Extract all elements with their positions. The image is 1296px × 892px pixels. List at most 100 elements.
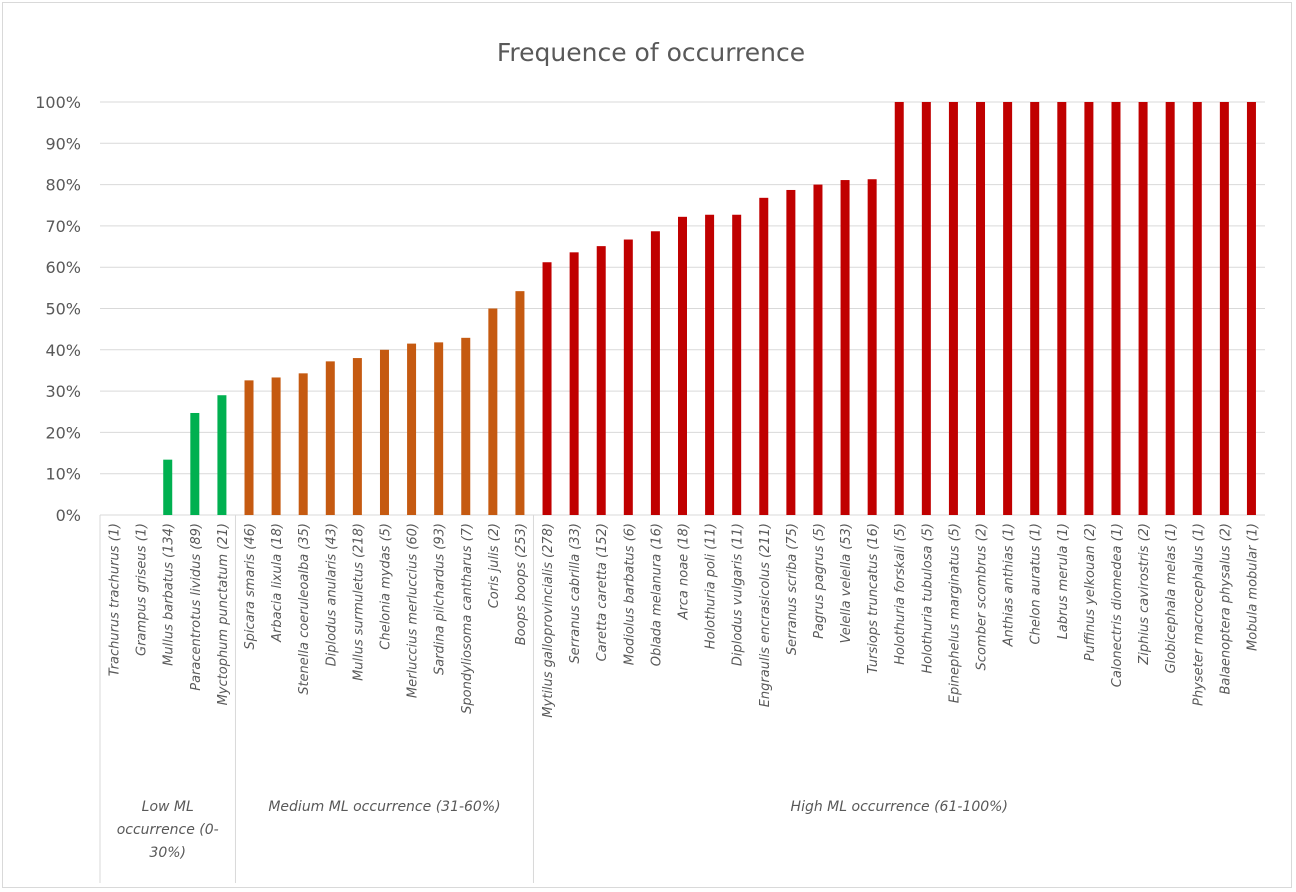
bar [515, 291, 525, 515]
x-tick-label: Modiolus barbatus (6) [622, 523, 637, 665]
bar [1219, 102, 1229, 515]
group-label: Medium ML occurrence (31-60%) [268, 799, 500, 815]
x-tick-label: Coris julis (2) [487, 523, 502, 608]
bar [379, 349, 389, 515]
x-tick-label: Physeter macrocephalus (1) [1191, 523, 1206, 706]
bar [1138, 102, 1148, 515]
bar [623, 239, 633, 516]
x-tick-label: Globicephala melas (1) [1164, 523, 1179, 673]
x-tick-label: Pagrus pagrus (5) [812, 523, 827, 639]
x-tick-label: Stenella coeruleoalba (35) [297, 523, 312, 695]
x-tick-label: Serranus scriba (75) [785, 523, 800, 655]
group-label: Low ML occurrence (0-30%) [117, 799, 219, 861]
x-tick-label: Arbacia lixula (18) [270, 523, 285, 643]
x-tick-label: Holothuria poli (11) [704, 523, 719, 649]
bar [244, 380, 254, 515]
bar [461, 337, 471, 515]
x-tick-label: Mullus surmuletus (218) [351, 523, 366, 681]
group-label: High ML occurrence (61-100%) [791, 799, 1008, 815]
x-tick-label: Trachurus trachurus (1) [108, 523, 123, 676]
x-tick-label: Balaenoptera physalus (2) [1218, 523, 1233, 695]
y-tick-label: 0% [56, 506, 81, 525]
x-tick-label: Ziphius cavirostris (2) [1137, 523, 1152, 666]
x-tick-label: Chelon auratus (1) [1029, 523, 1044, 644]
bar [1030, 102, 1040, 515]
x-tick-label: Holothuria tubulosa (5) [920, 523, 935, 674]
bars [163, 102, 1256, 516]
x-tick-label: Arca noae (18) [677, 523, 692, 620]
x-tick-label: Mytilus galloprovincialis (278) [541, 523, 556, 718]
x-tick-label: Sardina pilchardus (93) [433, 523, 448, 675]
y-tick-label: 50% [45, 300, 81, 319]
bar [732, 214, 742, 515]
x-tick-label: Chelonia mydas (5) [378, 523, 393, 650]
x-tick-label: Boops boops (253) [514, 523, 529, 645]
bar [759, 197, 769, 516]
bar [786, 189, 796, 515]
bar [948, 102, 958, 515]
bar [1246, 102, 1256, 515]
x-tick-label: Myctophum punctatum (21) [216, 523, 231, 705]
bar [650, 231, 660, 516]
bar [813, 184, 823, 515]
bar [705, 214, 715, 515]
bar [325, 361, 335, 515]
bar [298, 373, 308, 515]
x-tick-label: Calonectris diomedea (1) [1110, 523, 1125, 687]
bar [352, 358, 362, 515]
bar [407, 343, 417, 515]
bar [217, 395, 227, 515]
x-tick-label: Oblada melanura (16) [649, 523, 664, 666]
bar [190, 412, 200, 515]
bar [976, 102, 986, 515]
x-tick-label: Velella velella (53) [839, 523, 854, 643]
x-axis-ticks: Trachurus trachurus (1) Grampus griseus (… [108, 523, 1261, 718]
x-tick-label: Mobula mobular (1) [1245, 523, 1260, 651]
bar [1111, 102, 1121, 515]
bar-chart: Frequence of occurrence 0% 10% 20% 30% 40% 50… [35, 38, 1265, 883]
y-tick-label: 100% [35, 93, 81, 112]
x-tick-label: Grampus griseus (1) [135, 523, 150, 656]
x-tick-label: Caretta caretta (152) [595, 523, 610, 661]
bar [271, 377, 281, 515]
bar [1057, 102, 1067, 515]
bar [488, 308, 498, 515]
x-tick-label: Engraulis encrasicolus (211) [758, 523, 773, 707]
y-tick-label: 30% [45, 382, 81, 401]
x-tick-label: Anthias anthias (1) [1002, 523, 1017, 647]
y-tick-label: 70% [45, 217, 81, 236]
x-tick-label: Paracentrotus lividus (89) [189, 523, 204, 691]
y-tick-label: 10% [45, 465, 81, 484]
x-tick-label: Spondyliosoma cantharus (7) [460, 523, 475, 714]
bar [894, 102, 904, 515]
x-tick-label: Mullus barbatus (134) [162, 523, 177, 666]
y-tick-label: 90% [45, 134, 81, 153]
bar [163, 459, 173, 515]
bar [542, 262, 552, 515]
x-tick-label: Puffinus yelkouan (2) [1083, 523, 1098, 661]
x-tick-label: Serranus cabrilla (33) [568, 523, 583, 664]
bar [1165, 102, 1175, 515]
bar [1192, 102, 1202, 515]
y-tick-label: 80% [45, 176, 81, 195]
y-tick-label: 40% [45, 341, 81, 360]
bar [867, 179, 877, 515]
y-tick-label: 20% [45, 423, 81, 442]
x-tick-label: Epinephelus marginatus (5) [947, 523, 962, 703]
x-tick-label: Diplodus anularis (43) [324, 523, 339, 666]
group-labels: Low ML occurrence (0-30%) Medium ML occurr… [99, 515, 1008, 883]
chart-title: Frequence of occurrence [497, 38, 805, 67]
x-tick-label: Scomber scombrus (2) [975, 523, 990, 670]
y-tick-label: 60% [45, 258, 81, 277]
x-tick-label: Spicara smaris (46) [243, 523, 258, 650]
x-tick-label: Diplodus vulgaris (11) [731, 523, 746, 666]
bar [840, 180, 850, 515]
bar [596, 246, 606, 515]
bar [921, 102, 931, 515]
x-tick-label: Tursiops truncatus (16) [866, 523, 881, 674]
bar [678, 216, 687, 515]
x-tick-label: Holothuria forskali (5) [893, 523, 908, 665]
bar [1084, 102, 1094, 515]
bar [1003, 102, 1013, 515]
